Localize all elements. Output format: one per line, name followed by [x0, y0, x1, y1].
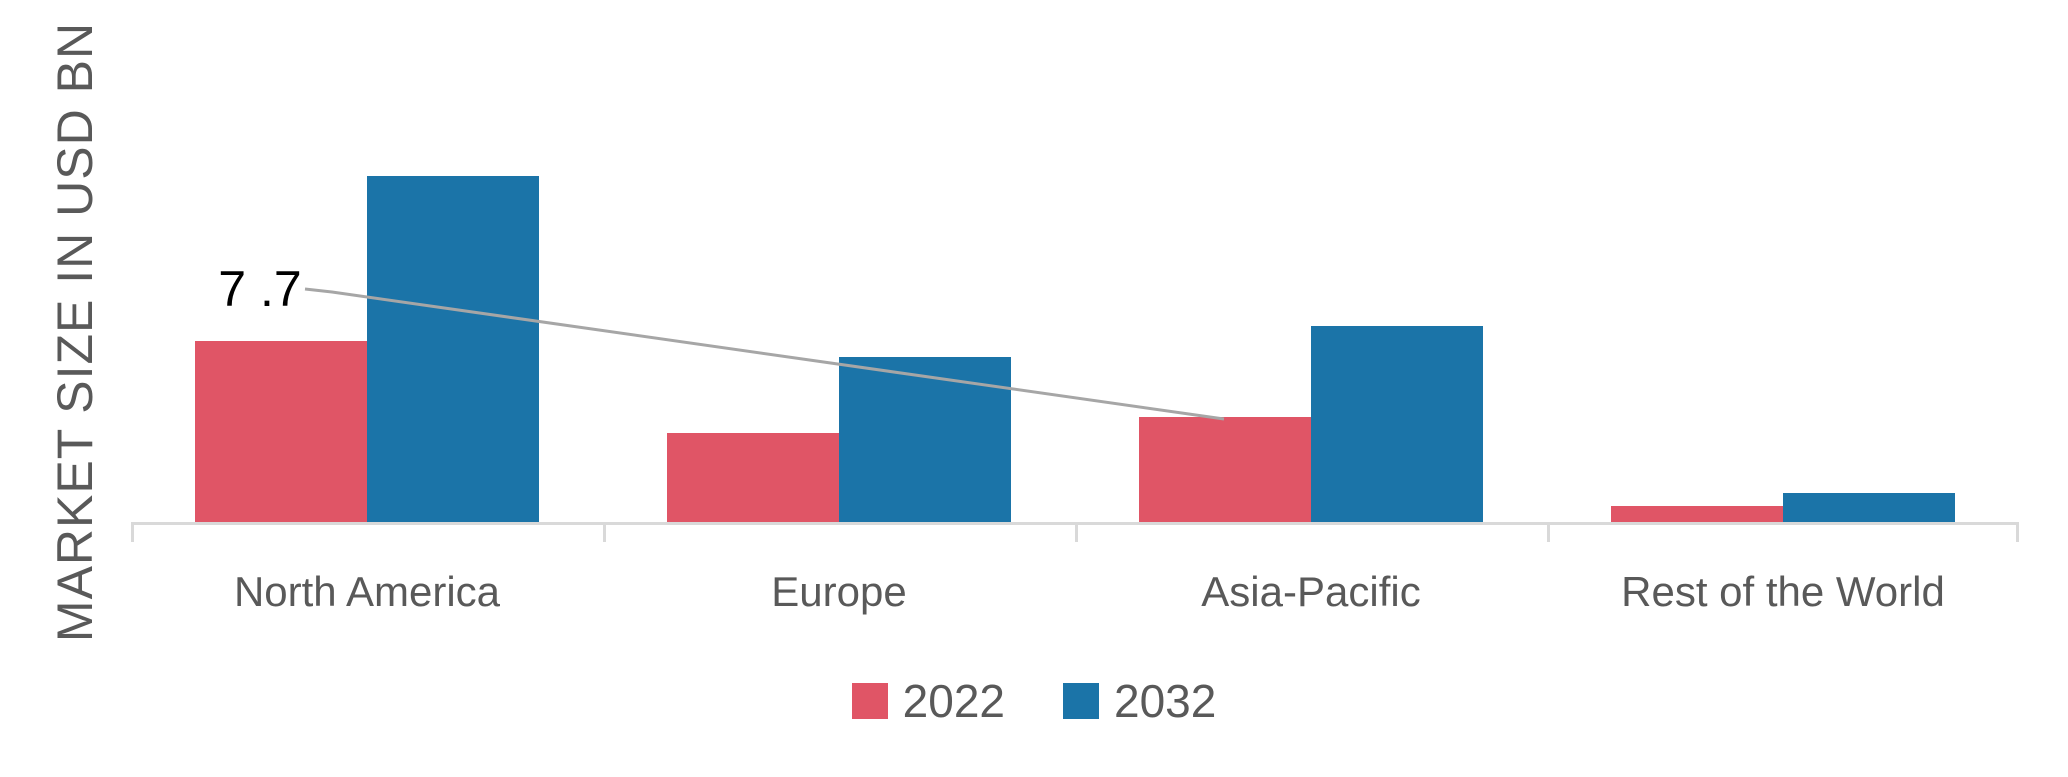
y-axis-title: MARKET SIZE IN USD BN — [47, 21, 103, 643]
axis-tick — [1075, 525, 1078, 542]
bar-2032-rest-of-the-world — [1783, 493, 1955, 522]
legend-label-2032: 2032 — [1114, 675, 1217, 727]
axis-tick — [1547, 525, 1550, 542]
axis-tick — [131, 525, 134, 542]
x-axis-label-north-america: North America — [233, 568, 501, 615]
bar-2022-asia-pacific — [1139, 417, 1311, 522]
bars-layer — [131, 98, 2019, 522]
x-axis-label-rest-of-world: Rest of the World — [1621, 568, 1945, 615]
x-axis-line — [131, 522, 2019, 525]
axis-tick — [2016, 525, 2019, 542]
legend: 2022 2032 — [0, 678, 2068, 724]
legend-swatch-2032 — [1063, 683, 1099, 719]
bar-2032-asia-pacific — [1311, 326, 1483, 522]
legend-item-2032: 2032 — [1063, 678, 1216, 724]
plot-area — [131, 98, 2019, 542]
bar-2022-rest-of-the-world — [1611, 506, 1783, 522]
data-label-annotation: 7 .7 — [218, 261, 302, 317]
legend-swatch-2022 — [851, 683, 888, 719]
legend-item-2022: 2022 — [851, 675, 1005, 727]
x-axis-label-europe: Europe — [771, 568, 907, 615]
bar-2032-europe — [839, 357, 1011, 522]
bar-2022-europe — [667, 433, 839, 522]
x-axis-label-asia-pacific: Asia-Pacific — [1201, 568, 1421, 615]
legend-label-2022: 2022 — [902, 675, 1005, 727]
axis-tick — [603, 525, 606, 542]
bar-2022-north-america — [195, 341, 367, 522]
bar-2032-north-america — [367, 176, 539, 522]
